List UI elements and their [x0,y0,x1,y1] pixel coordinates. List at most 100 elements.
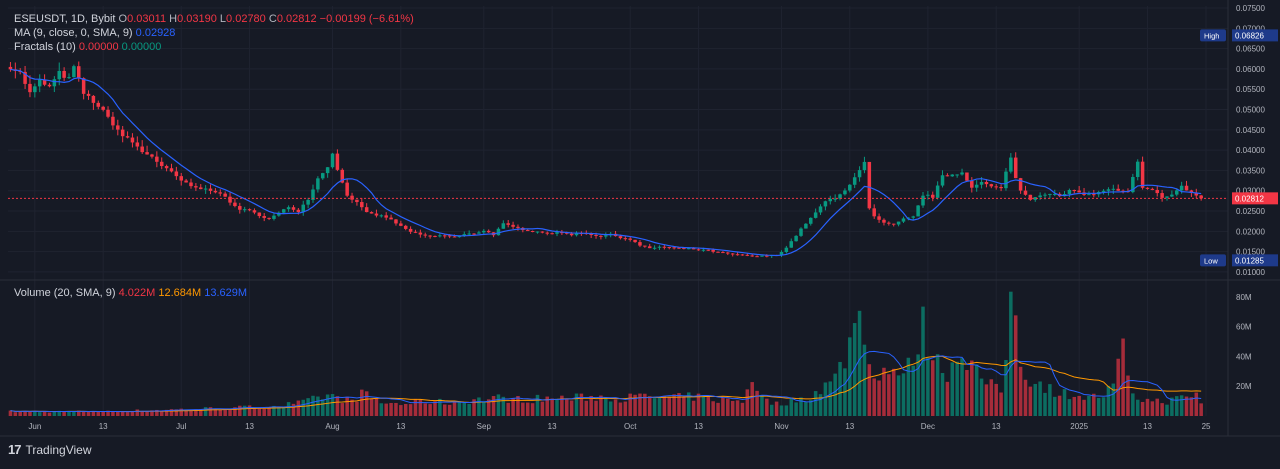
high-marker-value-box [1232,29,1278,42]
volume-bar [540,401,545,416]
candle-body [643,245,647,247]
candle-body [779,252,784,256]
fractals-legend[interactable]: Fractals (10) 0.00000 0.00000 [14,41,161,54]
volume-bar [218,409,223,416]
candle-body [145,152,149,155]
volume-bar [67,411,71,416]
volume-sma9-value: 13.629M [204,287,248,299]
low-marker-tag [1200,254,1226,267]
candle-body [687,248,691,250]
candle-body [1067,189,1072,194]
volume-bar [120,411,125,416]
volume-bar [1048,384,1052,416]
volume-bar [926,358,930,416]
candle-body [120,129,125,137]
candle-body [203,188,208,190]
volume-bar [42,411,47,416]
candle-body [1199,195,1203,199]
volume-bar [1135,399,1140,416]
candle-body [428,235,432,237]
volume-bar [86,411,91,416]
tradingview-logo[interactable]: 17 TradingView [8,442,92,457]
candle-body [516,226,520,228]
candle-body [1194,192,1199,196]
high-value: 0.03190 [177,13,217,25]
volume-bar [272,405,276,416]
candle-body [1038,195,1042,198]
candle-body [57,70,61,80]
volume-legend[interactable]: Volume (20, SMA, 9) 4.022M 12.684M 13.62… [14,287,247,300]
volume-bar [281,406,286,416]
candle-body [984,182,989,185]
volume-bar [735,400,740,416]
candle-body [1092,194,1096,196]
time-tick-label: 13 [845,422,854,431]
volume-bar [828,381,833,416]
time-tick-label: 13 [548,422,557,431]
volume-bar [238,405,242,416]
volume-bar [896,375,901,416]
candle-body [130,137,135,143]
candle-body [316,178,320,190]
candle-body [360,202,364,208]
volume-bar [1013,315,1018,416]
volume-bar [1028,386,1033,416]
candle-body [242,209,247,211]
candle-body [33,86,37,93]
candle-body [189,182,193,187]
candle-body [403,225,408,229]
candle-body [213,190,218,193]
volume-bar [145,410,149,416]
candle-body [159,161,164,167]
candle-body [1106,189,1111,191]
volume-bar [1155,398,1159,416]
volume-bar [408,404,413,416]
volume-bar [1160,403,1164,416]
candle-body [530,230,535,232]
volume-bar [486,399,491,416]
volume-bar [501,396,506,416]
volume-bar [769,404,774,416]
candle-body [1150,188,1155,190]
low-label: L [219,13,227,25]
candle-body [877,216,881,220]
candle-body [496,228,501,236]
close-label: C [268,13,277,25]
volume-bar [589,395,593,416]
volume-bar [125,412,130,416]
candle-body [926,194,930,196]
volume-bar [447,404,452,416]
volume-bar [1131,393,1135,416]
symbol-label[interactable]: ESEUSDT, 1D, Bybit [14,13,116,25]
volume-bar [662,395,667,416]
volume-bar [818,394,823,416]
candle-body [955,174,959,176]
candle-body [301,204,305,213]
ma-legend[interactable]: MA (9, close, 0, SMA, 9) 0.02928 [14,27,175,40]
candle-body [1111,188,1116,190]
candle-body [67,77,71,79]
candle-body [1155,189,1159,194]
candle-body [257,212,262,217]
candle-body [735,254,740,256]
candle-body [540,231,545,233]
candle-body [233,202,237,207]
price-tick-label: 0.05500 [1236,85,1265,94]
volume-bar [960,358,964,416]
candle-body [740,254,745,256]
low-marker-value: 0.01285 [1235,256,1264,265]
volume-bar [955,361,959,416]
volume-bar [1175,396,1179,416]
candle-body [960,172,964,175]
volume-bar [208,407,213,416]
volume-bar [491,396,496,416]
candle-body [164,166,169,169]
volume-bar [18,411,22,416]
candle-body [623,238,628,240]
candle-body [116,125,120,130]
candle-body [1004,171,1008,189]
candle-body [789,241,793,248]
candle-body [501,223,506,229]
